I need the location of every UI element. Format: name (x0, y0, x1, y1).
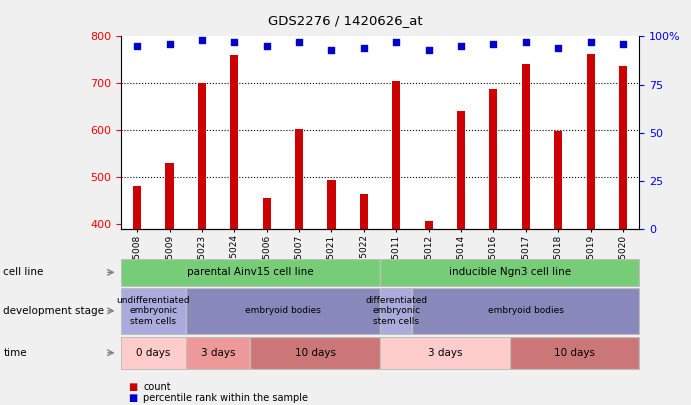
Text: ■: ■ (128, 382, 137, 392)
Bar (522, 64, 530, 229)
Bar (587, 54, 595, 229)
Point (164, 41, 175, 47)
Point (261, 43, 272, 49)
Bar (360, 194, 368, 229)
Bar (619, 66, 627, 229)
Point (196, 37, 207, 44)
Text: GDS2276 / 1420626_at: GDS2276 / 1420626_at (268, 14, 423, 27)
Text: 0 days: 0 days (136, 348, 171, 358)
Text: percentile rank within the sample: percentile rank within the sample (143, 393, 308, 403)
Text: development stage: development stage (3, 306, 104, 316)
Point (520, 39, 531, 45)
Point (131, 43, 142, 49)
Bar (263, 198, 271, 229)
Text: 3 days: 3 days (428, 348, 462, 358)
Text: inducible Ngn3 cell line: inducible Ngn3 cell line (448, 267, 571, 277)
Bar (198, 83, 206, 229)
Point (326, 47, 337, 53)
Text: 3 days: 3 days (201, 348, 236, 358)
Point (455, 43, 466, 49)
Bar (165, 163, 173, 229)
Text: cell line: cell line (3, 267, 44, 277)
Text: embryoid bodies: embryoid bodies (488, 306, 564, 315)
Text: differentiated
embryonic
stem cells: differentiated embryonic stem cells (365, 296, 427, 326)
Bar (554, 131, 562, 229)
Text: parental Ainv15 cell line: parental Ainv15 cell line (187, 267, 314, 277)
Bar (424, 221, 433, 229)
Bar (392, 81, 400, 229)
Point (229, 39, 240, 45)
Text: embryoid bodies: embryoid bodies (245, 306, 321, 315)
Bar (230, 55, 238, 229)
Point (488, 41, 499, 47)
Bar (133, 185, 141, 229)
Point (390, 39, 401, 45)
Bar (295, 129, 303, 229)
Bar (328, 180, 336, 229)
Point (423, 47, 434, 53)
Text: time: time (3, 348, 27, 358)
Point (618, 41, 629, 47)
Point (585, 39, 596, 45)
Point (359, 45, 370, 51)
Point (294, 39, 305, 45)
Text: 10 days: 10 days (295, 348, 336, 358)
Text: undifferentiated
embryonic
stem cells: undifferentiated embryonic stem cells (117, 296, 190, 326)
Bar (457, 111, 465, 229)
Text: count: count (143, 382, 171, 392)
Bar (489, 90, 498, 229)
Text: ■: ■ (128, 393, 137, 403)
Point (553, 45, 564, 51)
Text: 10 days: 10 days (554, 348, 595, 358)
